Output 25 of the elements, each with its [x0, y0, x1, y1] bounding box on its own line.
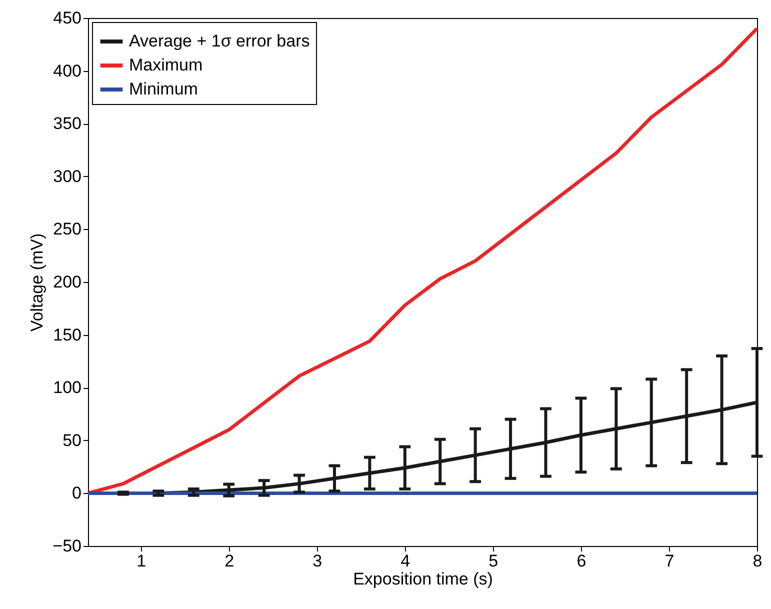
x-axis-title: Exposition time (s)	[353, 570, 493, 588]
y-axis-title: Voltage (mV)	[28, 233, 47, 332]
y-tick-label: 450	[53, 8, 82, 28]
y-tick-label: −50	[52, 536, 82, 556]
x-tick-label: 8	[752, 552, 762, 570]
x-tick-label: 6	[576, 552, 586, 570]
x-tick-label: 4	[400, 552, 410, 570]
y-tick-label: 50	[62, 430, 82, 450]
y-tick-label: 0	[72, 484, 82, 503]
y-tick-label: 300	[53, 166, 82, 186]
x-tick-label: 2	[224, 552, 234, 570]
legend-label: Average + 1σ error bars	[129, 32, 310, 50]
x-tick-label: 5	[488, 552, 498, 570]
y-tick-label: 350	[53, 114, 82, 134]
x-tick-label: 7	[664, 552, 674, 570]
y-tick-label: 200	[53, 272, 82, 292]
y-tick-label: 400	[53, 61, 82, 80]
y-tick-label: 100	[53, 378, 82, 398]
y-tick-label: 250	[53, 220, 82, 239]
legend-label: Minimum	[129, 80, 198, 98]
x-tick-label: 1	[136, 552, 146, 570]
legend-label: Maximum	[129, 56, 203, 74]
line-series	[86, 26, 759, 495]
x-tick-label: 3	[312, 552, 322, 570]
y-tick-label: 150	[53, 325, 82, 344]
